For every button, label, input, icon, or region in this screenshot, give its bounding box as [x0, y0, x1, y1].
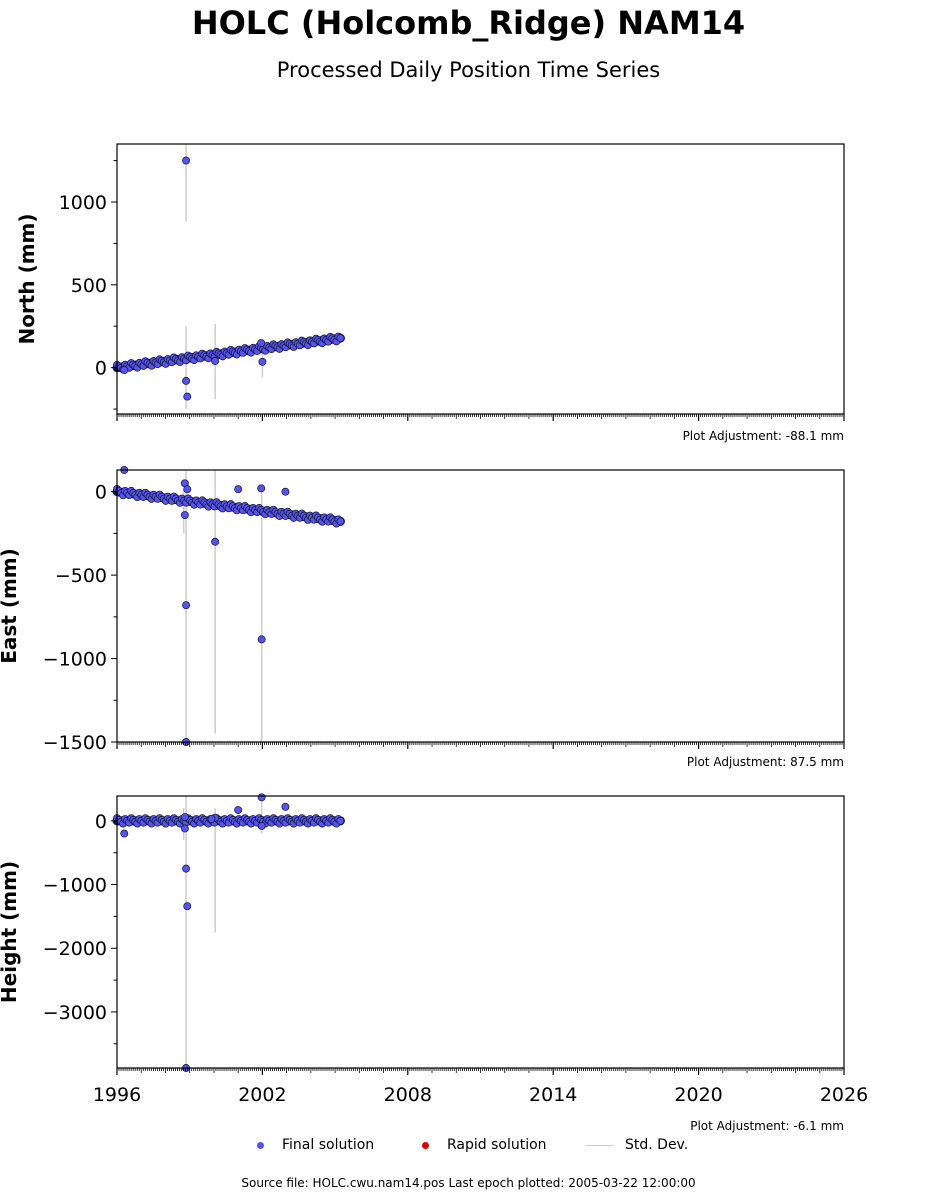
east-ytick-label-3: 0 [95, 482, 107, 504]
north-outlier-point-3 [211, 357, 220, 365]
east-outlier-point-3 [180, 511, 189, 520]
height-outlier-point-9 [257, 793, 266, 802]
height-xtick-label-3: 2014 [529, 1084, 577, 1106]
height-outlier-point-8 [207, 814, 216, 823]
height-plot-adjustment: Plot Adjustment: -6.1 mm [690, 1119, 844, 1133]
east-outlier-point-6 [211, 537, 220, 546]
final-solution-marker-icon [257, 1141, 264, 1149]
legend: Final solution Rapid solution Std. Dev. [0, 1137, 937, 1159]
legend-std: Std. Dev. [585, 1137, 688, 1153]
north-outlier-point-4 [258, 357, 267, 366]
height-ytick-label-1: −2000 [43, 938, 107, 960]
legend-final: Final solution [257, 1137, 374, 1153]
height-outlier-point-4 [183, 902, 192, 911]
height-ytick-label-3: 0 [95, 811, 107, 833]
height-xtick-label-5: 2026 [820, 1084, 868, 1106]
legend-std-label: Std. Dev. [625, 1137, 689, 1153]
height-xtick-label-0: 1996 [93, 1084, 141, 1106]
north-ytick-label-1: 500 [71, 275, 107, 297]
north-axis-label: North (mm) [15, 213, 39, 344]
height-outlier-point-1 [180, 824, 189, 833]
north-outlier-point-1 [182, 376, 191, 385]
north-daily-point-110 [336, 334, 345, 343]
legend-rapid: Rapid solution [422, 1137, 547, 1153]
height-ytick-label-2: −1000 [43, 875, 107, 897]
north-plot-frame [116, 143, 845, 415]
height-ytick-label-0: −3000 [43, 1002, 107, 1024]
height-outlier-point-2 [180, 813, 189, 821]
std-dev-line-icon [585, 1144, 613, 1146]
height-outlier-point-0 [120, 829, 129, 838]
page-subtitle: Processed Daily Position Time Series [276, 58, 661, 82]
north-plot-adjustment: Plot Adjustment: -88.1 mm [683, 429, 844, 443]
legend-final-label: Final solution [282, 1137, 375, 1153]
height-xtick-label-1: 2002 [238, 1084, 286, 1106]
east-ytick-label-0: −1500 [43, 732, 107, 754]
east-ytick-label-2: −500 [55, 565, 107, 587]
north-ytick-label-0: 0 [95, 358, 107, 380]
east-axis-label: East (mm) [0, 548, 21, 664]
height-xtick-label-4: 2020 [674, 1084, 722, 1106]
east-ytick-label-1: −1000 [43, 649, 107, 671]
height-outlier-point-7 [234, 806, 243, 814]
rapid-solution-marker-icon [422, 1141, 429, 1149]
east-outlier-point-4 [182, 601, 191, 610]
height-daily-point-110 [336, 816, 345, 825]
height-plot-frame [116, 795, 845, 1069]
east-outlier-point-8 [257, 484, 266, 493]
legend-rapid-label: Rapid solution [447, 1137, 547, 1153]
east-plot-adjustment: Plot Adjustment: 87.5 mm [687, 755, 844, 769]
height-axis-label: Height (mm) [0, 861, 21, 1003]
height-outlier-point-10 [281, 802, 290, 811]
source-footer: Source file: HOLC.cwu.nam14.pos Last epo… [241, 1176, 696, 1190]
page-title: HOLC (Holcomb_Ridge) NAM14 [191, 4, 746, 42]
east-outlier-point-2 [183, 485, 192, 494]
east-outlier-point-7 [234, 485, 243, 494]
north-outlier-point-2 [183, 392, 192, 401]
east-daily-point-110 [336, 517, 345, 526]
height-outlier-point-3 [182, 864, 191, 873]
north-outlier-point-6 [120, 366, 129, 375]
height-xtick-label-2: 2008 [384, 1084, 432, 1106]
east-outlier-point-10 [281, 487, 290, 496]
north-ytick-label-2: 1000 [59, 192, 107, 214]
height-outlier-point-11 [257, 821, 266, 830]
north-outlier-point-0 [182, 156, 191, 165]
east-outlier-point-9 [257, 635, 266, 644]
north-outlier-point-5 [257, 339, 266, 348]
